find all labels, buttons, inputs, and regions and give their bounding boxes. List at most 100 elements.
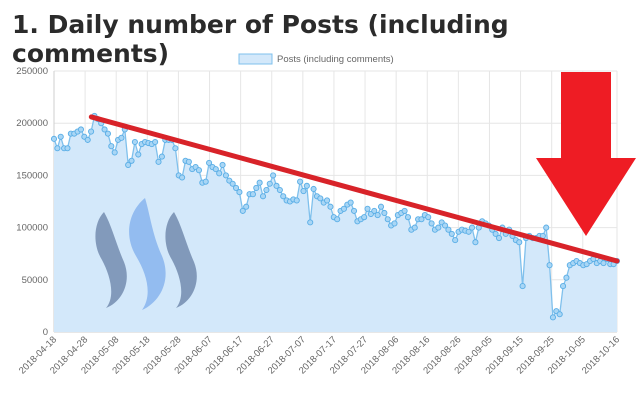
data-point <box>310 185 317 193</box>
data-point <box>442 222 449 229</box>
y-tick-label: 50000 <box>22 275 48 286</box>
data-point <box>232 184 240 191</box>
data-point <box>172 145 179 152</box>
page-title: 1. Daily number of Posts (including comm… <box>12 10 509 68</box>
data-point <box>243 203 250 210</box>
data-point <box>411 224 418 231</box>
data-point <box>428 220 435 227</box>
trend-line <box>88 114 620 264</box>
data-point <box>104 130 111 137</box>
data-point <box>350 207 358 214</box>
data-point <box>57 133 64 140</box>
data-point <box>206 159 213 166</box>
steem-logo-wave-middle <box>129 198 166 310</box>
y-tick-label: 150000 <box>16 170 48 181</box>
data-point <box>216 170 223 177</box>
data-point <box>472 239 479 246</box>
data-point <box>465 228 472 235</box>
data-point <box>108 143 115 150</box>
data-point <box>347 199 354 206</box>
data-point <box>425 214 432 221</box>
legend: Posts (including comments) <box>238 53 394 65</box>
data-point <box>468 224 476 231</box>
data-point <box>236 189 243 196</box>
y-tick-label: 0 <box>43 327 48 338</box>
steem-logo-wave-right <box>165 212 197 308</box>
data-point <box>253 184 260 191</box>
data-point <box>219 161 226 169</box>
y-tick-label: 250000 <box>16 66 48 77</box>
legend-swatch <box>238 53 273 65</box>
data-point <box>327 203 334 210</box>
data-point <box>317 195 324 202</box>
data-point <box>297 178 304 185</box>
y-tick-label: 200000 <box>16 118 48 129</box>
data-point <box>448 230 455 237</box>
data-point <box>54 145 61 152</box>
data-point <box>270 172 277 179</box>
data-point <box>307 219 314 226</box>
data-point <box>128 157 135 164</box>
data-point <box>222 172 229 179</box>
data-point <box>84 136 91 143</box>
data-point <box>118 134 125 141</box>
data-point <box>88 128 95 135</box>
data-point <box>549 314 556 321</box>
data-point <box>135 151 142 158</box>
data-point <box>195 167 203 174</box>
data-point <box>546 262 553 269</box>
data-point <box>371 207 378 214</box>
data-point <box>259 193 267 200</box>
data-point <box>418 216 425 223</box>
data-point <box>543 224 550 231</box>
data-point <box>324 197 331 204</box>
legend-label: Posts (including comments) <box>277 54 394 65</box>
data-point <box>401 207 408 214</box>
data-point <box>276 186 283 194</box>
data-point <box>435 224 442 231</box>
data-point <box>519 283 526 290</box>
data-point <box>266 180 273 187</box>
data-point <box>381 209 388 217</box>
down-arrow-annotation <box>536 72 636 236</box>
data-point <box>212 166 219 173</box>
data-point <box>374 212 381 219</box>
y-axis-ticks: 0 50000 100000 150000 200000 250000 <box>16 66 48 338</box>
data-point <box>600 260 607 267</box>
y-tick-label: 100000 <box>16 223 48 234</box>
data-point <box>249 191 256 198</box>
data-point <box>334 216 341 223</box>
data-point <box>300 188 307 195</box>
data-point <box>64 145 71 152</box>
steem-logo-watermark <box>95 198 197 310</box>
data-point <box>404 214 412 221</box>
data-point <box>560 283 567 290</box>
data-point <box>111 149 118 156</box>
data-point <box>273 182 280 189</box>
x-axis-ticks: 2018-04-182018-04-282018-05-082018-05-18… <box>17 334 622 376</box>
data-point <box>101 126 108 133</box>
data-point <box>125 161 132 169</box>
data-point <box>263 186 270 194</box>
data-point <box>340 205 347 212</box>
data-point <box>158 153 165 160</box>
data-point <box>556 311 563 318</box>
data-point <box>185 158 192 165</box>
data-point <box>131 138 138 146</box>
data-point <box>361 214 368 221</box>
data-point <box>50 135 58 142</box>
data-point <box>452 237 459 244</box>
data-point <box>492 230 499 237</box>
data-point <box>377 203 385 210</box>
data-point <box>364 205 371 212</box>
data-point <box>280 193 287 200</box>
data-point <box>293 197 300 204</box>
data-point <box>563 274 570 281</box>
data-point <box>229 180 236 187</box>
trend-line-stroke <box>88 114 620 264</box>
data-point <box>495 234 503 242</box>
data-point <box>202 178 209 185</box>
data-point <box>77 126 85 133</box>
